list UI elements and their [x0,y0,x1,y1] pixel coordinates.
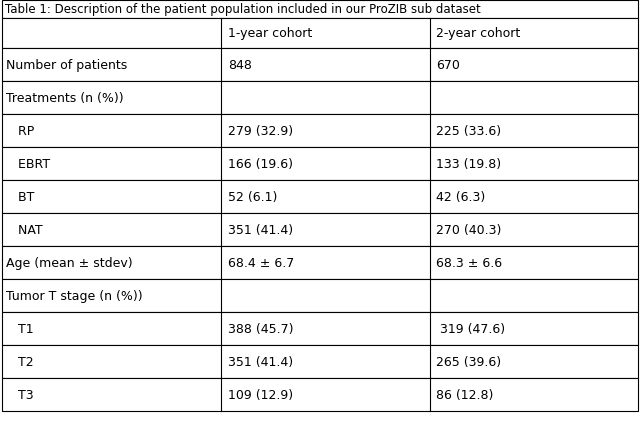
Text: 351 (41.4): 351 (41.4) [228,355,293,368]
Bar [2,280,638,312]
Text: Number of patients: Number of patients [6,59,127,72]
Bar [2,147,638,181]
Bar [2,1,638,19]
Text: 42 (6.3): 42 (6.3) [436,190,486,203]
Text: EBRT: EBRT [6,158,50,171]
Text: 166 (19.6): 166 (19.6) [228,158,293,171]
Text: 848: 848 [228,59,252,72]
Text: T1: T1 [6,322,33,335]
Text: 225 (33.6): 225 (33.6) [436,125,502,138]
Text: Table 1: Description of the patient population included in our ProZIB sub datase: Table 1: Description of the patient popu… [5,3,481,16]
Text: NAT: NAT [6,224,42,236]
Text: 2-year cohort: 2-year cohort [436,28,521,40]
Bar [2,82,638,115]
Bar [2,345,638,378]
Bar [2,214,638,246]
Text: 265 (39.6): 265 (39.6) [436,355,502,368]
Text: RP: RP [6,125,34,138]
Text: 319 (47.6): 319 (47.6) [436,322,506,335]
Text: 351 (41.4): 351 (41.4) [228,224,293,236]
Text: Tumor T stage (n (%)): Tumor T stage (n (%)) [6,289,143,302]
Text: 388 (45.7): 388 (45.7) [228,322,293,335]
Text: 670: 670 [436,59,460,72]
Bar [2,49,638,82]
Bar [2,312,638,345]
Bar [2,115,638,147]
Bar [2,378,638,411]
Text: 270 (40.3): 270 (40.3) [436,224,502,236]
Bar [2,181,638,214]
Text: 1-year cohort: 1-year cohort [228,28,312,40]
Text: 86 (12.8): 86 (12.8) [436,388,494,401]
Bar [2,246,638,280]
Text: 279 (32.9): 279 (32.9) [228,125,293,138]
Text: 68.4 ± 6.7: 68.4 ± 6.7 [228,256,294,269]
Text: Treatments (n (%)): Treatments (n (%)) [6,92,124,105]
Text: 52 (6.1): 52 (6.1) [228,190,277,203]
Text: BT: BT [6,190,34,203]
Bar [2,19,638,49]
Text: 133 (19.8): 133 (19.8) [436,158,502,171]
Text: 68.3 ± 6.6: 68.3 ± 6.6 [436,256,502,269]
Text: Age (mean ± stdev): Age (mean ± stdev) [6,256,132,269]
Text: 109 (12.9): 109 (12.9) [228,388,293,401]
Text: T2: T2 [6,355,33,368]
Text: T3: T3 [6,388,33,401]
